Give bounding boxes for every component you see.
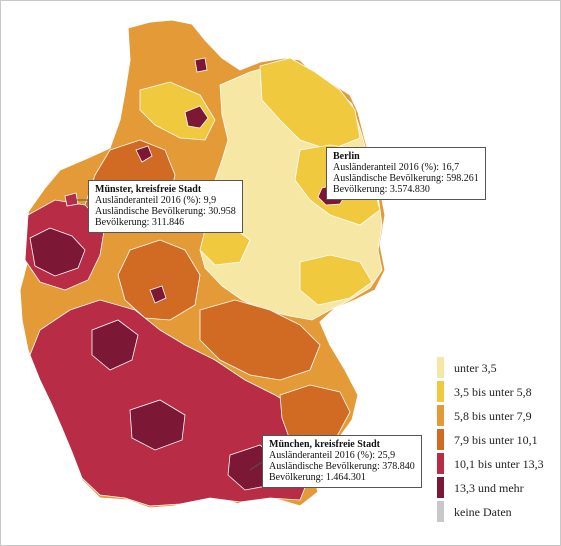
legend-item: 10,1 bis unter 13,3 xyxy=(437,453,557,477)
callout-share: Ausländeranteil 2016 (%): 16,7 xyxy=(333,162,460,173)
callout-share: Ausländeranteil 2016 (%): 9,9 xyxy=(95,195,217,206)
region-saxony-yellow xyxy=(299,254,373,306)
berlin-callout: Berlin Ausländeranteil 2016 (%): 16,7 Au… xyxy=(326,147,486,200)
region-bavaria-north-orange xyxy=(199,299,321,381)
muenster-marker xyxy=(64,192,79,207)
legend-swatch xyxy=(437,405,444,426)
callout-foreign-pop: Ausländische Bevölkerung: 378.840 xyxy=(269,461,415,472)
callout-population: Bevölkerung: 1.464.301 xyxy=(269,472,366,483)
legend-label: keine Daten xyxy=(454,505,512,519)
bremen-marker xyxy=(135,145,153,163)
legend-label: 13,3 und mehr xyxy=(454,481,524,495)
legend-label: unter 3,5 xyxy=(454,361,497,375)
legend-label: 5,8 bis unter 7,9 xyxy=(454,409,532,423)
legend-item: 5,8 bis unter 7,9 xyxy=(437,405,557,429)
legend-swatch xyxy=(437,501,444,522)
region-hessen-orange xyxy=(117,239,201,321)
callout-foreign-pop: Ausländische Bevölkerung: 30.958 xyxy=(95,206,236,217)
kiel-marker xyxy=(194,57,208,73)
legend-item: 7,9 bis unter 10,1 xyxy=(437,429,557,453)
callout-share: Ausländeranteil 2016 (%): 25,9 xyxy=(269,450,396,461)
callout-foreign-pop: Ausländische Bevölkerung: 598.261 xyxy=(333,173,479,184)
legend-swatch xyxy=(437,453,444,474)
legend-item: 13,3 und mehr xyxy=(437,477,557,501)
legend-item: unter 3,5 xyxy=(437,357,557,381)
legend-swatch xyxy=(437,477,444,498)
legend-label: 10,1 bis unter 13,3 xyxy=(454,457,544,471)
region-rhine-darkred xyxy=(91,319,139,371)
legend-swatch xyxy=(437,357,444,378)
muenchen-callout: München, kreisfreie Stadt Ausländerantei… xyxy=(262,435,422,488)
callout-population: Bevölkerung: 311.846 xyxy=(95,217,185,228)
legend-label: 7,9 bis unter 10,1 xyxy=(454,433,538,447)
callout-title: Berlin xyxy=(333,151,360,162)
muenster-callout: Münster, kreisfreie Stadt Ausländerantei… xyxy=(88,180,243,233)
frankfurt-marker xyxy=(149,285,167,304)
region-ruhr-darkred xyxy=(29,227,86,277)
callout-title: München, kreisfreie Stadt xyxy=(269,439,381,450)
region-northeast-yellow xyxy=(259,57,361,151)
callout-population: Bevölkerung: 3.574.830 xyxy=(333,184,430,195)
legend-swatch xyxy=(437,381,444,402)
hamburg-marker xyxy=(184,105,209,129)
muenchen-leader-line xyxy=(249,461,263,471)
legend-swatch xyxy=(437,429,444,450)
region-stuttgart-darkred xyxy=(129,399,186,451)
legend-item: keine Daten xyxy=(437,501,557,525)
legend-item: 3,5 bis unter 5,8 xyxy=(437,381,557,405)
callout-title: Münster, kreisfreie Stadt xyxy=(95,184,202,195)
legend-label: 3,5 bis unter 5,8 xyxy=(454,385,532,399)
